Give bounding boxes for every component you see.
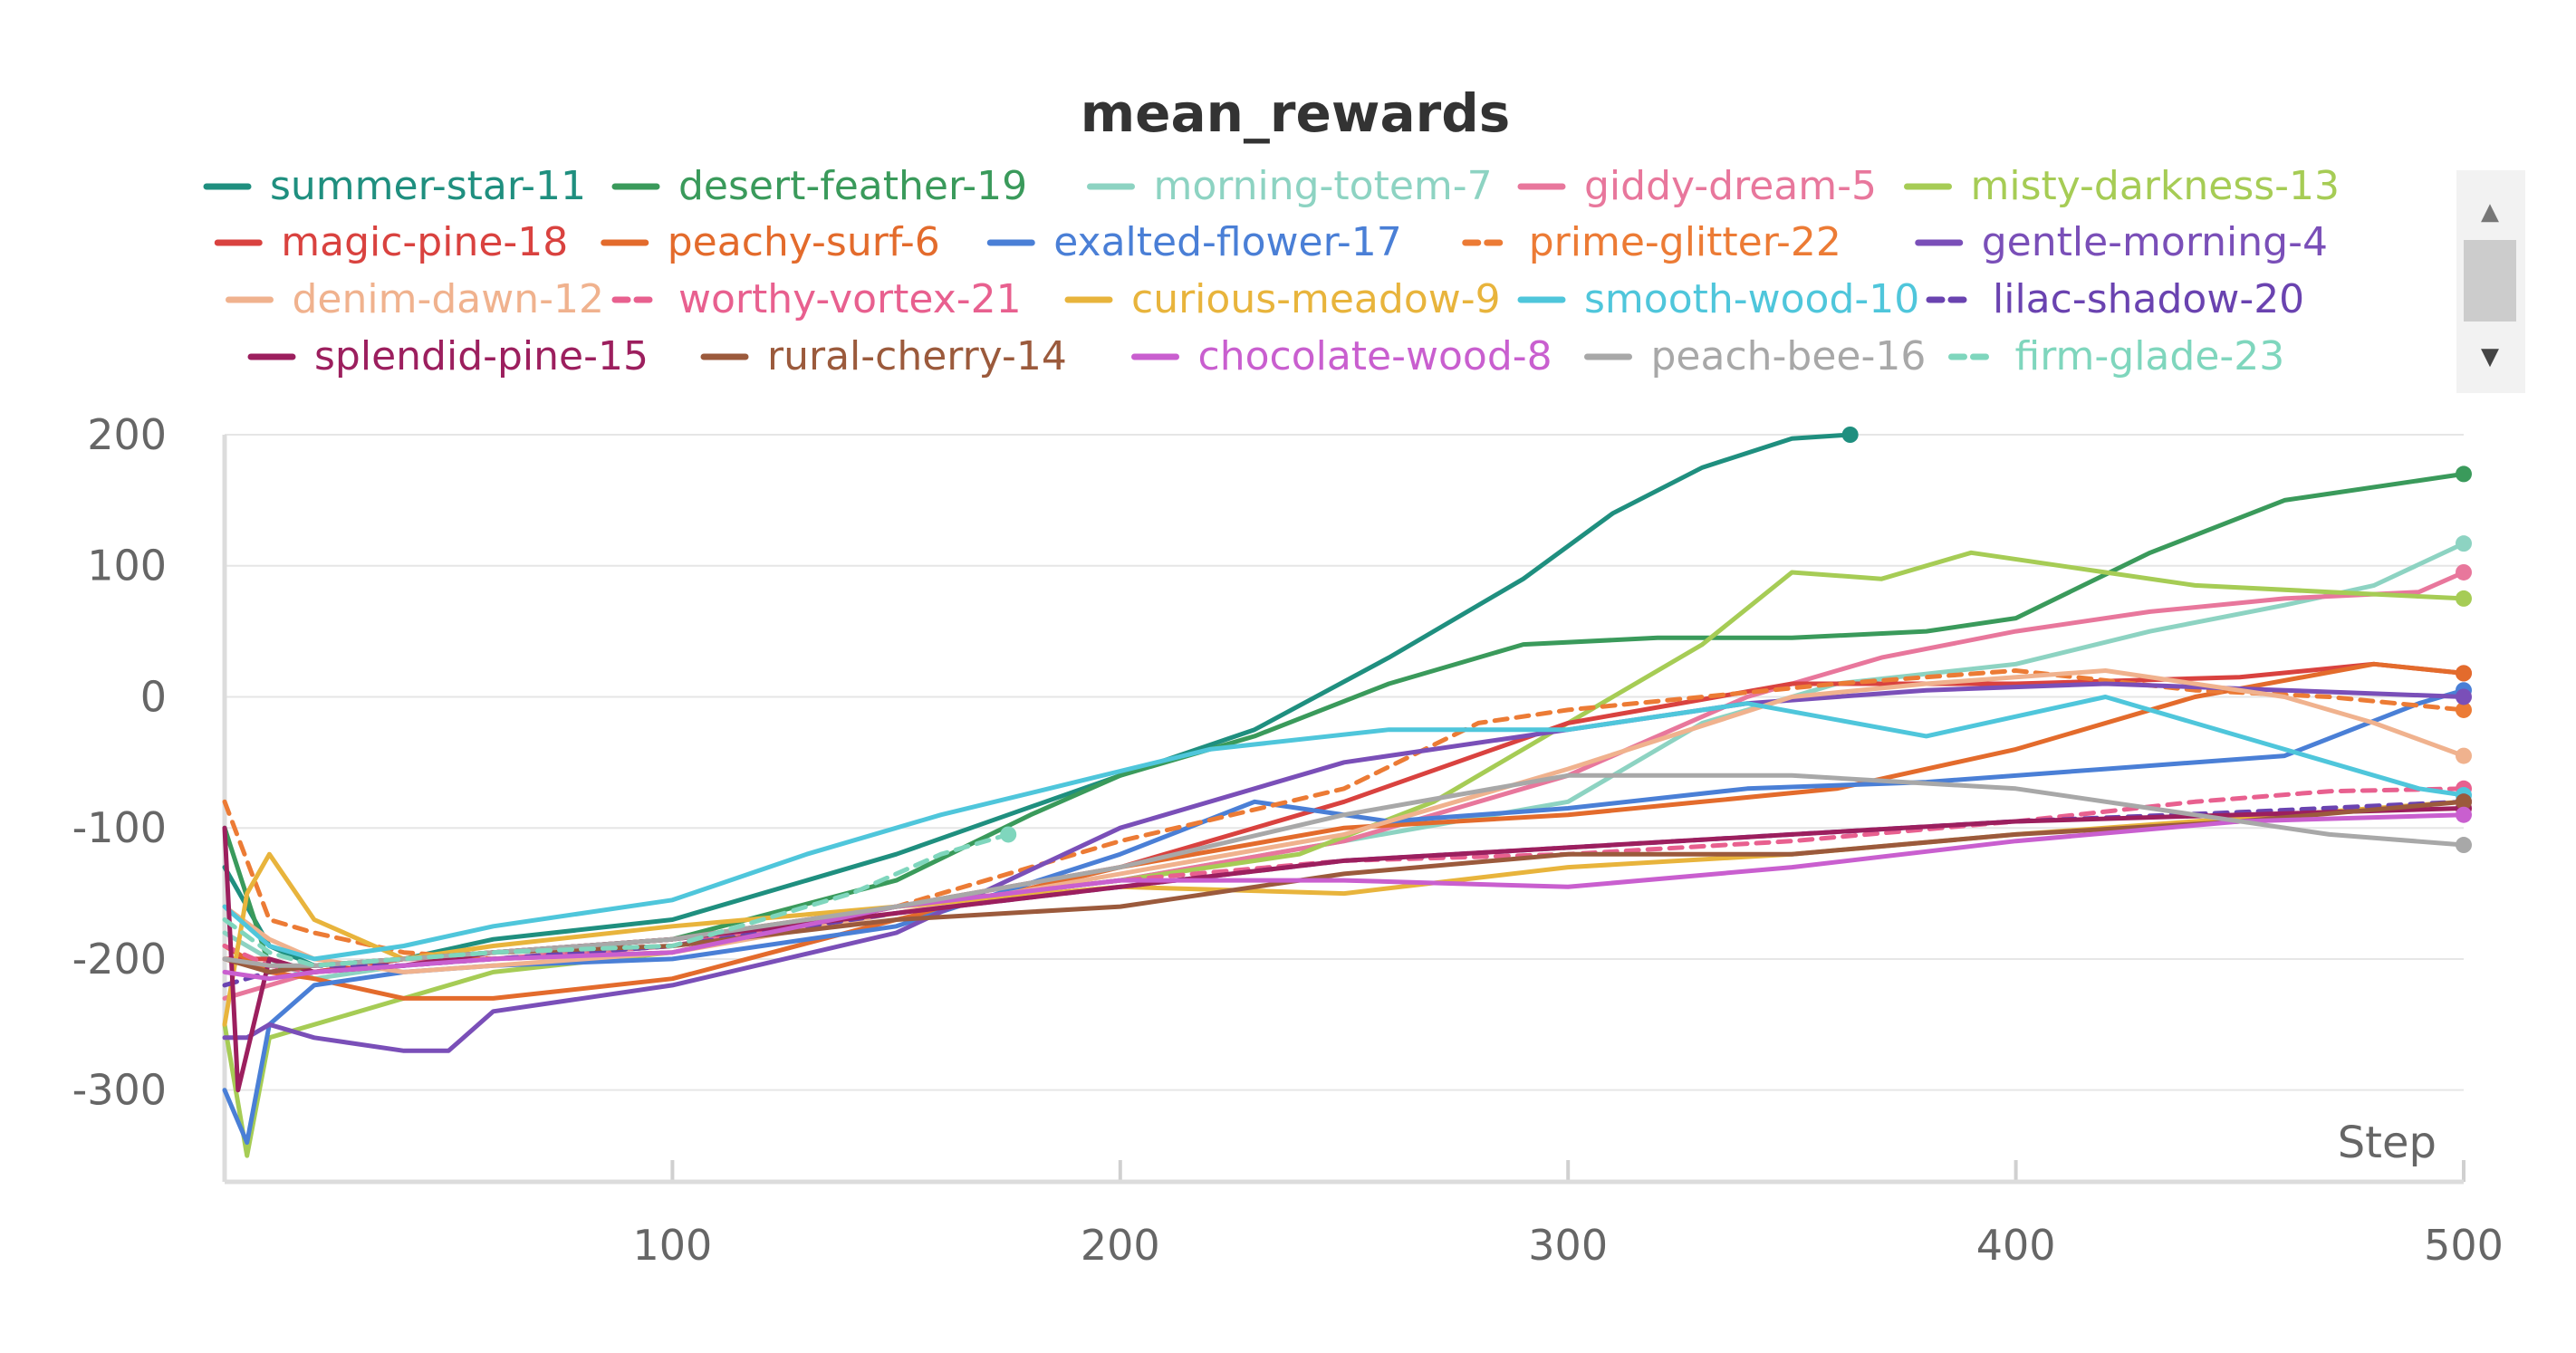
legend-item-denim-dawn-12[interactable]: denim-dawn-12	[226, 276, 604, 322]
legend-label: gentle-morning-4	[1982, 219, 2328, 265]
legend-label: morning-totem-7	[1154, 163, 1493, 209]
x-tick-label: 200	[1081, 1221, 1160, 1270]
series-end-point-gentle-morning-4[interactable]	[2456, 688, 2472, 705]
legend-label: prime-glitter-22	[1529, 219, 1841, 265]
axes: 200 100 0 -100 -200 -300 100 200 300 400 500	[72, 410, 2504, 1270]
y-tick-label: -100	[72, 803, 167, 852]
series-line-firm-glade-23[interactable]	[222, 831, 1011, 968]
legend-item-smooth-wood-10[interactable]: smooth-wood-10	[1517, 276, 1919, 322]
legend-label: misty-darkness-13	[1971, 163, 2341, 209]
x-tick-label: 300	[1528, 1221, 1608, 1270]
legend-label: denim-dawn-12	[293, 276, 604, 322]
series-lines	[222, 427, 2472, 1158]
legend-label: peach-bee-16	[1651, 333, 1927, 379]
legend-item-lilac-shadow-20[interactable]: lilac-shadow-20	[1926, 276, 2304, 322]
series-end-point-rural-cherry-14[interactable]	[2456, 793, 2472, 811]
chart-title: mean_rewards	[1081, 82, 1511, 144]
legend-item-peachy-surf-6[interactable]: peachy-surf-6	[601, 219, 940, 265]
legend-label: rural-cherry-14	[767, 333, 1067, 379]
series-line-peachy-surf-6[interactable]	[222, 661, 2466, 1001]
legend-item-misty-darkness-13[interactable]: misty-darkness-13	[1904, 163, 2341, 209]
legend-item-prime-glitter-22[interactable]: prime-glitter-22	[1462, 219, 1841, 265]
series-end-point-peachy-surf-6[interactable]	[2456, 665, 2472, 682]
legend-item-exalted-flower-17[interactable]: exalted-flower-17	[986, 219, 1402, 265]
legend-item-firm-glade-23[interactable]: firm-glade-23	[1948, 333, 2285, 379]
series-line-desert-feather-19[interactable]	[222, 471, 2466, 974]
series-line-misty-darkness-13[interactable]	[222, 550, 2466, 1158]
series-end-point-morning-totem-7[interactable]	[2456, 535, 2472, 552]
legend-label: curious-meadow-9	[1131, 276, 1501, 322]
series-end-point-desert-feather-19[interactable]	[2456, 465, 2472, 483]
legend-item-worthy-vortex-21[interactable]: worthy-vortex-21	[611, 276, 1022, 322]
scroll-down-icon[interactable]: ▼	[2481, 343, 2499, 370]
series-line-smooth-wood-10[interactable]	[222, 695, 2466, 962]
legend-label: lilac-shadow-20	[1993, 276, 2304, 322]
series-line-prime-glitter-22[interactable]	[222, 668, 2466, 962]
x-tick-label: 400	[1976, 1221, 2056, 1270]
legend-label: giddy-dream-5	[1584, 163, 1877, 209]
legend-item-magic-pine-18[interactable]: magic-pine-18	[214, 219, 568, 265]
legend-item-morning-totem-7[interactable]: morning-totem-7	[1087, 163, 1493, 209]
series-line-gentle-morning-4[interactable]	[222, 681, 2466, 1053]
legend-item-curious-meadow-9[interactable]: curious-meadow-9	[1064, 276, 1501, 322]
y-tick-label: -300	[72, 1066, 167, 1115]
legend-scrollbar[interactable]: ▲ ▼	[2456, 170, 2525, 393]
legend-label: smooth-wood-10	[1584, 276, 1919, 322]
x-tick-label: 100	[632, 1221, 712, 1270]
legend-label: chocolate-wood-8	[1198, 333, 1552, 379]
legend-item-rural-cherry-14[interactable]: rural-cherry-14	[700, 333, 1067, 379]
legend-item-peach-bee-16[interactable]: peach-bee-16	[1584, 333, 1927, 379]
legend-label: splendid-pine-15	[314, 333, 649, 379]
legend-item-desert-feather-19[interactable]: desert-feather-19	[611, 163, 1027, 209]
legend-label: desert-feather-19	[678, 163, 1027, 209]
x-axis-title: Step	[2338, 1118, 2437, 1168]
legend-label: peachy-surf-6	[668, 219, 940, 265]
series-end-point-giddy-dream-5[interactable]	[2456, 563, 2472, 581]
legend-item-summer-star-11[interactable]: summer-star-11	[203, 163, 586, 209]
legend-label: magic-pine-18	[281, 219, 568, 265]
legend-item-chocolate-wood-8[interactable]: chocolate-wood-8	[1131, 333, 1552, 379]
series-end-point-denim-dawn-12[interactable]	[2456, 747, 2472, 764]
y-tick-label: 200	[87, 410, 167, 459]
scrollbar-thumb[interactable]	[2464, 240, 2516, 321]
series-end-point-misty-darkness-13[interactable]	[2456, 590, 2472, 607]
series-end-point-firm-glade-23[interactable]	[1000, 826, 1017, 843]
scroll-up-icon[interactable]: ▲	[2481, 198, 2499, 226]
y-tick-label: -200	[72, 935, 167, 984]
series-end-point-chocolate-wood-8[interactable]	[2456, 806, 2472, 823]
x-tick-label: 500	[2424, 1221, 2504, 1270]
series-end-point-prime-glitter-22[interactable]	[2456, 701, 2472, 718]
legend: summer-star-11 desert-feather-19 morning-t…	[203, 163, 2341, 379]
series-end-point-summer-star-11[interactable]	[1841, 427, 1859, 443]
series-end-point-peach-bee-16[interactable]	[2456, 837, 2472, 854]
legend-label: worthy-vortex-21	[678, 276, 1022, 322]
legend-label: exalted-flower-17	[1053, 219, 1401, 265]
legend-label: firm-glade-23	[2015, 333, 2285, 379]
y-tick-label: 100	[87, 542, 167, 590]
series-line-chocolate-wood-8[interactable]	[222, 812, 2466, 982]
legend-label: summer-star-11	[270, 163, 586, 209]
series-line-exalted-flower-17[interactable]	[222, 687, 2466, 1146]
y-tick-label: 0	[140, 672, 167, 721]
legend-item-giddy-dream-5[interactable]: giddy-dream-5	[1517, 163, 1877, 209]
legend-item-gentle-morning-4[interactable]: gentle-morning-4	[1915, 219, 2328, 265]
legend-item-splendid-pine-15[interactable]: splendid-pine-15	[247, 333, 649, 379]
